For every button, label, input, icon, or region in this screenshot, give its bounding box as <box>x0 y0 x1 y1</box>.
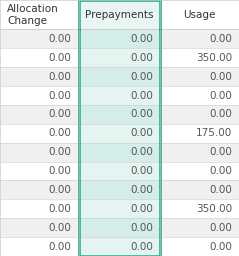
Text: 0.00: 0.00 <box>49 185 72 195</box>
Text: 0.00: 0.00 <box>130 204 153 214</box>
Bar <box>160 105 239 124</box>
Bar <box>160 199 239 218</box>
Bar <box>79 199 160 218</box>
Text: 0.00: 0.00 <box>130 242 153 252</box>
Bar <box>160 180 239 199</box>
Text: 0.00: 0.00 <box>49 147 72 157</box>
Bar <box>79 0 160 29</box>
Text: 0.00: 0.00 <box>49 242 72 252</box>
Bar <box>0 67 79 86</box>
Text: 0.00: 0.00 <box>49 223 72 233</box>
Bar <box>79 48 160 67</box>
Text: Allocation
Change: Allocation Change <box>7 4 59 26</box>
Text: 0.00: 0.00 <box>49 72 72 82</box>
Text: 0.00: 0.00 <box>209 72 232 82</box>
Text: 0.00: 0.00 <box>209 34 232 44</box>
Bar <box>0 105 79 124</box>
Text: Usage: Usage <box>183 10 216 20</box>
Text: 0.00: 0.00 <box>130 109 153 119</box>
Text: 350.00: 350.00 <box>196 204 232 214</box>
Bar <box>160 218 239 237</box>
Bar <box>0 86 79 105</box>
Bar <box>0 199 79 218</box>
Text: 0.00: 0.00 <box>130 34 153 44</box>
Text: 0.00: 0.00 <box>130 72 153 82</box>
Bar <box>160 237 239 256</box>
Text: 0.00: 0.00 <box>130 166 153 176</box>
Bar <box>0 0 79 29</box>
Bar <box>0 29 79 48</box>
Bar <box>160 162 239 180</box>
Text: 0.00: 0.00 <box>130 53 153 63</box>
Text: 0.00: 0.00 <box>209 185 232 195</box>
Text: 0.00: 0.00 <box>49 128 72 138</box>
Text: 350.00: 350.00 <box>196 53 232 63</box>
Bar <box>160 0 239 29</box>
Text: 0.00: 0.00 <box>130 128 153 138</box>
Text: 0.00: 0.00 <box>130 185 153 195</box>
Bar <box>79 162 160 180</box>
Text: 175.00: 175.00 <box>196 128 232 138</box>
Bar <box>79 180 160 199</box>
Bar <box>0 124 79 143</box>
Bar <box>79 143 160 162</box>
Bar <box>79 124 160 143</box>
Text: 0.00: 0.00 <box>209 147 232 157</box>
Bar <box>160 124 239 143</box>
Text: 0.00: 0.00 <box>49 204 72 214</box>
Text: Prepayments: Prepayments <box>85 10 154 20</box>
Text: 0.00: 0.00 <box>130 91 153 101</box>
Bar <box>0 143 79 162</box>
Bar <box>79 237 160 256</box>
Bar <box>160 48 239 67</box>
Text: 0.00: 0.00 <box>209 242 232 252</box>
Bar <box>0 218 79 237</box>
Bar <box>79 86 160 105</box>
Bar <box>0 162 79 180</box>
Text: 0.00: 0.00 <box>209 223 232 233</box>
Text: 0.00: 0.00 <box>209 166 232 176</box>
Text: 0.00: 0.00 <box>49 91 72 101</box>
Bar <box>160 29 239 48</box>
Bar <box>79 105 160 124</box>
Bar <box>79 67 160 86</box>
Text: 0.00: 0.00 <box>49 109 72 119</box>
Text: 0.00: 0.00 <box>130 223 153 233</box>
Bar <box>79 218 160 237</box>
Text: 0.00: 0.00 <box>49 53 72 63</box>
Bar <box>0 180 79 199</box>
Bar <box>160 86 239 105</box>
Text: 0.00: 0.00 <box>209 109 232 119</box>
Text: 0.00: 0.00 <box>49 166 72 176</box>
Bar <box>160 143 239 162</box>
Bar <box>79 29 160 48</box>
Text: 0.00: 0.00 <box>49 34 72 44</box>
Bar <box>160 67 239 86</box>
Bar <box>0 48 79 67</box>
Text: 0.00: 0.00 <box>209 91 232 101</box>
Text: 0.00: 0.00 <box>130 147 153 157</box>
Bar <box>0 237 79 256</box>
